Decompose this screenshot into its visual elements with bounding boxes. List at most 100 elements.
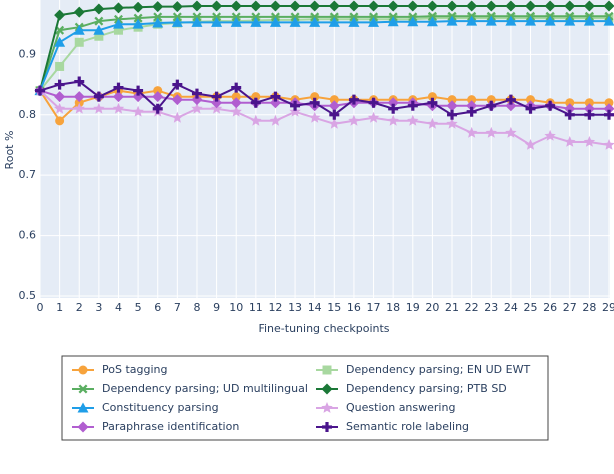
marker xyxy=(310,92,320,102)
marker xyxy=(564,0,576,12)
marker xyxy=(132,105,144,117)
x-tick-label: 20 xyxy=(425,301,439,314)
marker xyxy=(466,100,478,112)
x-tick-label: 4 xyxy=(115,301,122,314)
marker xyxy=(289,16,301,27)
x-tick-label: 1 xyxy=(56,301,63,314)
marker xyxy=(485,126,497,138)
legend-label: Question answering xyxy=(346,401,455,414)
marker xyxy=(289,105,301,117)
x-tick-label: 0 xyxy=(37,301,44,314)
x-tick-label: 28 xyxy=(582,301,596,314)
marker xyxy=(231,92,241,102)
marker xyxy=(328,0,340,12)
marker xyxy=(407,114,419,126)
marker xyxy=(230,105,242,117)
marker xyxy=(446,117,458,129)
marker xyxy=(171,111,184,123)
marker xyxy=(132,18,144,29)
legend-label: Dependency parsing; EN UD EWT xyxy=(346,363,530,376)
x-tick-label: 5 xyxy=(135,301,142,314)
marker xyxy=(172,79,183,90)
marker xyxy=(112,91,124,103)
marker xyxy=(329,95,339,105)
marker xyxy=(467,95,477,105)
x-tick-label: 6 xyxy=(154,301,161,314)
marker xyxy=(54,79,65,90)
marker xyxy=(73,91,85,103)
x-tick-label: 21 xyxy=(445,301,459,314)
marker xyxy=(230,0,242,12)
marker xyxy=(407,16,419,27)
series xyxy=(34,15,614,96)
marker xyxy=(251,92,261,102)
marker xyxy=(152,1,164,13)
marker xyxy=(328,100,340,112)
marker xyxy=(466,0,478,12)
marker xyxy=(485,15,497,26)
marker xyxy=(55,61,65,71)
legend-label: Dependency parsing; PTB SD xyxy=(346,382,507,395)
y-tick-label: 0.9 xyxy=(19,47,37,60)
marker xyxy=(269,16,281,27)
marker xyxy=(505,0,517,12)
x-tick-label: 2 xyxy=(76,301,83,314)
marker xyxy=(132,1,144,13)
marker xyxy=(230,97,242,109)
x-tick-label: 24 xyxy=(504,301,518,314)
marker xyxy=(250,0,262,12)
y-tick-label: 0.7 xyxy=(19,168,37,181)
marker xyxy=(544,129,556,141)
marker xyxy=(544,0,556,12)
marker xyxy=(211,16,223,27)
marker xyxy=(94,16,104,26)
marker xyxy=(269,114,282,126)
marker xyxy=(270,91,281,102)
legend-label: Constituency parsing xyxy=(102,401,219,414)
legend-box xyxy=(61,355,549,441)
x-tick-label: 15 xyxy=(327,301,341,314)
x-tick-label: 18 xyxy=(386,301,400,314)
marker xyxy=(54,36,66,47)
marker xyxy=(93,102,105,114)
marker xyxy=(407,100,418,111)
x-tick-label: 8 xyxy=(193,301,200,314)
x-tick-label: 25 xyxy=(524,301,538,314)
x-tick-label: 14 xyxy=(308,301,322,314)
marker xyxy=(348,94,359,105)
marker xyxy=(348,0,360,12)
series xyxy=(35,76,614,120)
x-tick-label: 12 xyxy=(268,301,282,314)
marker xyxy=(466,106,477,117)
marker xyxy=(368,0,380,12)
y-tick-label: 0.5 xyxy=(19,289,37,302)
legend-marker xyxy=(321,383,333,395)
x-axis-title: Fine-tuning checkpoints xyxy=(258,322,389,335)
legend-marker xyxy=(78,365,88,375)
marker xyxy=(348,16,360,27)
marker xyxy=(211,91,222,102)
marker xyxy=(603,139,614,150)
x-tick-label: 16 xyxy=(347,301,361,314)
marker xyxy=(387,0,399,12)
marker xyxy=(328,117,340,129)
marker xyxy=(74,37,84,47)
marker xyxy=(112,2,124,14)
marker xyxy=(466,15,478,26)
marker xyxy=(525,0,537,12)
series xyxy=(34,0,614,97)
marker xyxy=(407,0,419,12)
marker xyxy=(505,126,517,138)
marker xyxy=(426,16,438,27)
marker xyxy=(583,0,595,12)
marker xyxy=(565,98,575,108)
marker xyxy=(290,100,301,111)
marker xyxy=(171,16,183,27)
x-tick-label: 19 xyxy=(406,301,420,314)
marker xyxy=(485,0,497,12)
marker xyxy=(446,0,458,12)
marker xyxy=(367,111,380,123)
marker xyxy=(486,100,497,111)
x-tick-label: 7 xyxy=(174,301,181,314)
x-tick-label: 3 xyxy=(95,301,102,314)
